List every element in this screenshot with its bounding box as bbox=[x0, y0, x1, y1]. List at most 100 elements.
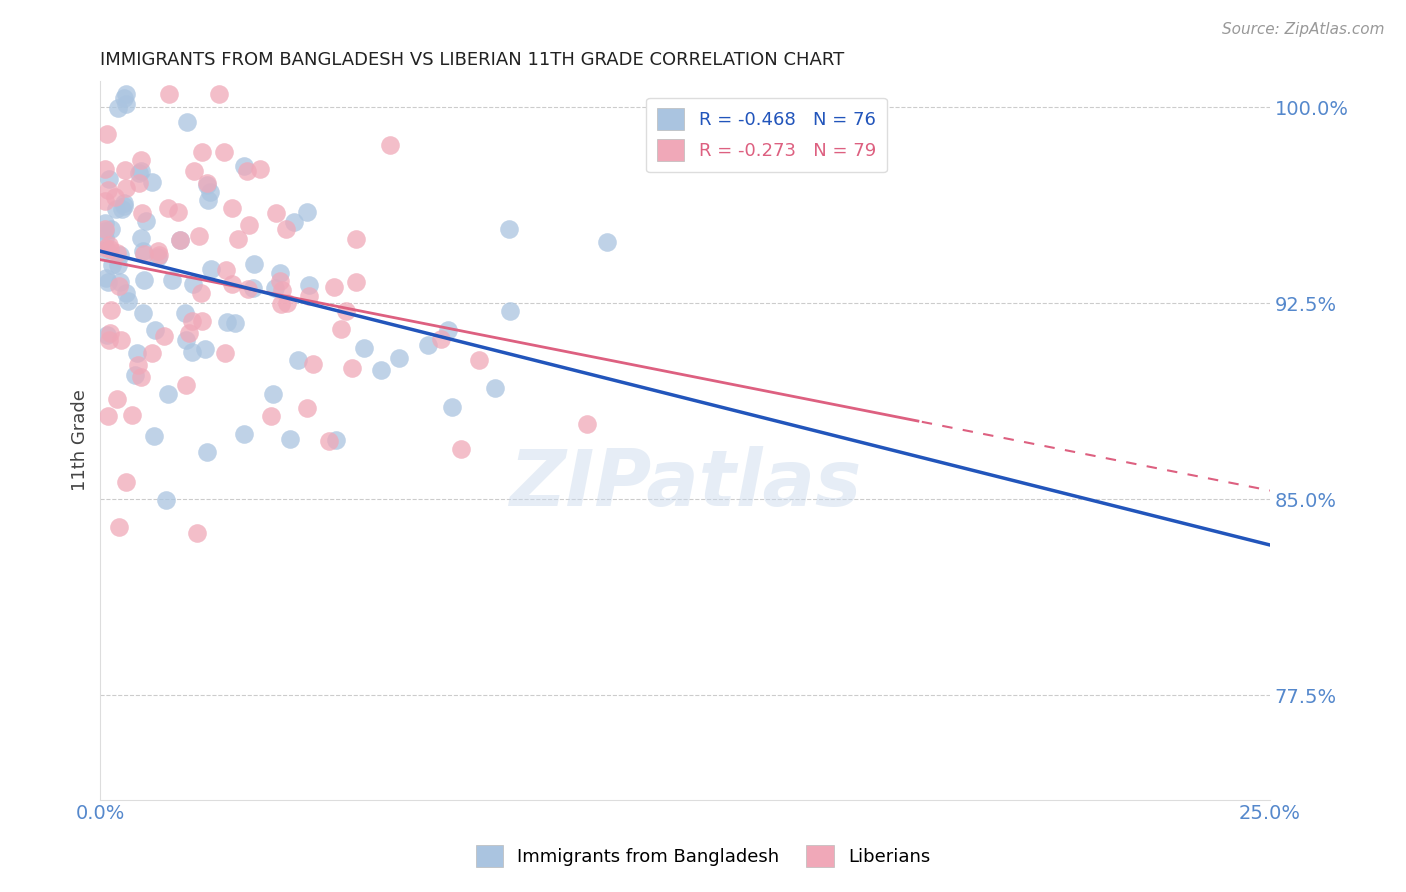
Point bbox=[249, 161, 271, 176]
Point bbox=[228, 232, 250, 246]
Point bbox=[191, 314, 214, 328]
Point bbox=[104, 202, 127, 216]
Point bbox=[94, 222, 117, 236]
Point bbox=[96, 127, 118, 141]
Point bbox=[195, 445, 218, 459]
Point bbox=[173, 306, 195, 320]
Point bbox=[128, 166, 150, 180]
Point bbox=[148, 248, 170, 262]
Point bbox=[98, 172, 121, 186]
Point bbox=[194, 342, 217, 356]
Point bbox=[155, 492, 177, 507]
Point bbox=[129, 153, 152, 168]
Point bbox=[264, 280, 287, 294]
Point bbox=[208, 87, 231, 102]
Point bbox=[190, 286, 212, 301]
Point bbox=[129, 164, 152, 178]
Point bbox=[575, 417, 598, 431]
Point bbox=[340, 361, 363, 376]
Point bbox=[121, 408, 143, 422]
Point bbox=[101, 258, 124, 272]
Point bbox=[329, 322, 352, 336]
Point bbox=[107, 279, 129, 293]
Point bbox=[176, 377, 198, 392]
Point bbox=[112, 195, 135, 210]
Point bbox=[135, 214, 157, 228]
Point bbox=[94, 243, 117, 257]
Point bbox=[129, 370, 152, 384]
Text: Source: ZipAtlas.com: Source: ZipAtlas.com bbox=[1222, 22, 1385, 37]
Point bbox=[97, 409, 120, 423]
Point bbox=[380, 137, 402, 152]
Point bbox=[177, 326, 200, 341]
Point bbox=[97, 333, 120, 347]
Point bbox=[114, 162, 136, 177]
Point bbox=[283, 215, 305, 229]
Point bbox=[238, 281, 260, 295]
Point bbox=[221, 201, 243, 215]
Point bbox=[264, 206, 287, 220]
Point bbox=[117, 294, 139, 309]
Point bbox=[174, 333, 197, 347]
Point bbox=[344, 232, 367, 246]
Point bbox=[108, 248, 131, 262]
Point bbox=[96, 327, 118, 342]
Point bbox=[176, 115, 198, 129]
Point bbox=[214, 346, 236, 360]
Point bbox=[441, 401, 464, 415]
Point bbox=[270, 297, 292, 311]
Point bbox=[484, 381, 506, 395]
Point bbox=[94, 271, 117, 285]
Point bbox=[132, 305, 155, 319]
Point bbox=[221, 277, 243, 292]
Point bbox=[100, 222, 122, 236]
Point bbox=[418, 338, 440, 352]
Point bbox=[186, 526, 208, 541]
Point bbox=[387, 351, 409, 366]
Text: IMMIGRANTS FROM BANGLADESH VS LIBERIAN 11TH GRADE CORRELATION CHART: IMMIGRANTS FROM BANGLADESH VS LIBERIAN 1… bbox=[100, 51, 845, 69]
Point bbox=[107, 101, 129, 115]
Point bbox=[97, 238, 120, 252]
Point bbox=[146, 251, 169, 265]
Point bbox=[468, 353, 491, 368]
Point bbox=[430, 332, 453, 346]
Point bbox=[104, 190, 127, 204]
Point bbox=[353, 341, 375, 355]
Point bbox=[115, 181, 138, 195]
Point bbox=[131, 205, 153, 219]
Point bbox=[180, 345, 202, 359]
Point bbox=[262, 387, 284, 401]
Point bbox=[344, 275, 367, 289]
Point bbox=[271, 283, 294, 297]
Point bbox=[450, 442, 472, 457]
Point bbox=[238, 218, 260, 232]
Point bbox=[322, 280, 344, 294]
Point bbox=[499, 303, 522, 318]
Point bbox=[96, 241, 118, 255]
Point bbox=[200, 261, 222, 276]
Point bbox=[224, 316, 246, 330]
Point bbox=[108, 519, 131, 533]
Point bbox=[181, 277, 204, 291]
Point bbox=[276, 296, 298, 310]
Point bbox=[148, 244, 170, 258]
Point bbox=[169, 233, 191, 247]
Point bbox=[141, 346, 163, 360]
Point bbox=[127, 346, 149, 360]
Point bbox=[243, 257, 266, 271]
Point bbox=[107, 258, 129, 272]
Point bbox=[94, 162, 117, 177]
Point bbox=[108, 276, 131, 290]
Point bbox=[318, 434, 340, 449]
Y-axis label: 11th Grade: 11th Grade bbox=[72, 390, 89, 491]
Point bbox=[325, 433, 347, 447]
Legend: R = -0.468   N = 76, R = -0.273   N = 79: R = -0.468 N = 76, R = -0.273 N = 79 bbox=[647, 97, 887, 172]
Point bbox=[295, 204, 318, 219]
Point bbox=[115, 286, 138, 301]
Point bbox=[94, 231, 117, 245]
Point bbox=[217, 315, 239, 329]
Point bbox=[596, 235, 619, 249]
Point bbox=[195, 176, 218, 190]
Point bbox=[115, 87, 138, 102]
Point bbox=[94, 216, 117, 230]
